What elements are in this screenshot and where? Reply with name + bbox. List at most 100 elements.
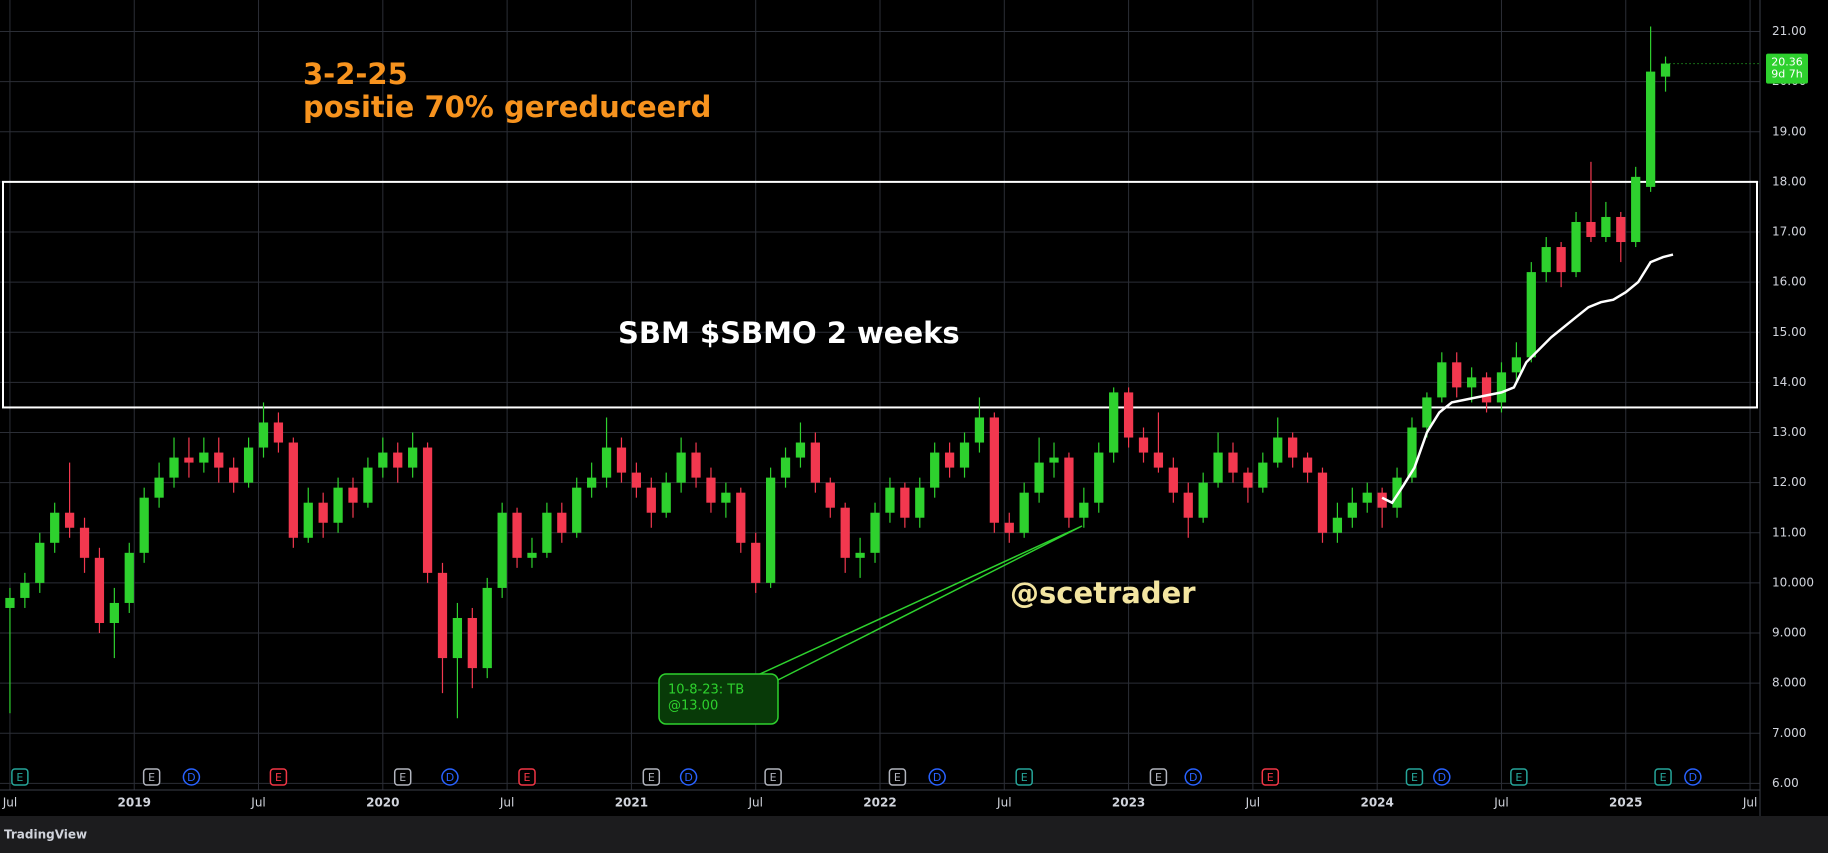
candle-body	[542, 512, 552, 553]
candle-body	[1228, 452, 1238, 473]
event-marker[interactable]	[1684, 768, 1702, 786]
event-marker[interactable]	[1510, 768, 1528, 786]
candle-body	[1660, 63, 1671, 77]
event-label: D	[187, 771, 195, 784]
event-label: D	[684, 771, 692, 784]
candle-body	[930, 452, 940, 488]
candle-body	[348, 487, 358, 503]
candle-body	[1258, 462, 1268, 488]
event-marker[interactable]	[11, 768, 29, 786]
candle-body	[840, 507, 850, 558]
event-marker[interactable]	[888, 768, 907, 786]
y-tick-label: 7.000	[1772, 726, 1806, 740]
candle-body	[1631, 176, 1641, 243]
event-marker[interactable]	[1149, 768, 1168, 786]
event-marker[interactable]	[182, 768, 201, 786]
candle-body	[1332, 517, 1343, 533]
event-marker[interactable]	[679, 768, 698, 786]
candle-body	[452, 617, 463, 659]
candle-body	[676, 452, 686, 483]
candle-body	[1273, 437, 1283, 463]
candle-body	[1616, 216, 1626, 243]
x-tick-label: Jul	[1742, 796, 1757, 810]
event-marker[interactable]	[764, 768, 782, 786]
candle-body	[467, 617, 477, 669]
candle-body	[1571, 221, 1581, 273]
candle-body	[1526, 272, 1536, 358]
candle-body	[5, 597, 15, 608]
event-marker[interactable]	[928, 768, 946, 786]
x-tick-label: Jul	[1245, 796, 1260, 810]
countdown-label: 9d 7h	[1771, 68, 1802, 81]
candle-body	[184, 457, 194, 463]
candle-body	[736, 492, 746, 543]
y-tick-label: 19.00	[1772, 124, 1806, 138]
candle-body	[35, 542, 45, 583]
candle-body	[1198, 482, 1208, 518]
candle-body	[1243, 472, 1253, 488]
candle-body	[527, 552, 537, 558]
candle-body	[855, 552, 865, 558]
event-marker[interactable]	[642, 768, 661, 786]
event-marker[interactable]	[269, 768, 288, 786]
event-label: E	[524, 771, 531, 784]
candle-body	[989, 417, 999, 523]
event-label: D	[1438, 771, 1446, 784]
candle-body	[393, 452, 403, 468]
x-tick-label: 2022	[863, 796, 896, 810]
candle-body	[258, 422, 269, 448]
candle-body	[1049, 457, 1059, 463]
event-marker[interactable]	[1654, 768, 1672, 786]
candle-body	[691, 452, 701, 478]
candle-body	[512, 512, 522, 558]
event-label: E	[1267, 771, 1274, 784]
candle-body	[572, 487, 582, 533]
candle-body	[408, 447, 418, 468]
y-tick-label: 12.00	[1772, 475, 1806, 489]
candle-body	[780, 457, 791, 478]
moving-average	[1381, 253, 1674, 505]
event-marker[interactable]	[142, 768, 161, 786]
x-tick-label: Jul	[2, 796, 17, 810]
event-label: E	[1155, 771, 1162, 784]
candle-body	[1556, 247, 1566, 273]
y-tick-label: 14.00	[1772, 375, 1806, 389]
event-label: E	[399, 771, 406, 784]
candle-body	[1392, 477, 1402, 508]
event-label: E	[1515, 771, 1522, 784]
candle-body	[199, 452, 209, 463]
candle-body	[1079, 502, 1089, 518]
candle-body	[765, 477, 776, 583]
callout-text: 10-8-23: TB	[668, 683, 744, 698]
candle-body	[363, 467, 373, 503]
candle-body	[497, 512, 507, 588]
candle-body	[1094, 452, 1104, 503]
event-marker[interactable]	[1184, 768, 1202, 786]
last-price-box	[1766, 53, 1808, 84]
y-tick-label: 8.000	[1772, 676, 1806, 690]
event-marker[interactable]	[393, 768, 412, 786]
event-marker[interactable]	[1405, 768, 1424, 786]
y-tick-label: 11.00	[1772, 525, 1806, 539]
candle-body	[1168, 467, 1178, 493]
event-marker[interactable]	[1261, 768, 1280, 786]
y-tick-label: 9.000	[1772, 626, 1806, 640]
y-tick-label: 16.00	[1772, 275, 1806, 289]
x-tick-label: Jul	[1493, 796, 1508, 810]
candle-body	[944, 452, 955, 468]
candle-body	[318, 502, 328, 523]
y-tick-label: 13.00	[1772, 425, 1806, 439]
candle-body	[587, 477, 597, 488]
event-marker[interactable]	[1015, 768, 1033, 786]
event-marker[interactable]	[1433, 768, 1451, 786]
candle-body	[109, 602, 119, 623]
event-marker[interactable]	[441, 768, 459, 786]
event-label: D	[1189, 771, 1197, 784]
footer-logo[interactable]: TradingView	[4, 828, 87, 842]
candle-body	[1347, 502, 1357, 518]
event-label: D	[933, 771, 941, 784]
candle-body	[482, 587, 492, 669]
candle-body	[154, 477, 164, 498]
event-marker[interactable]	[518, 768, 536, 786]
